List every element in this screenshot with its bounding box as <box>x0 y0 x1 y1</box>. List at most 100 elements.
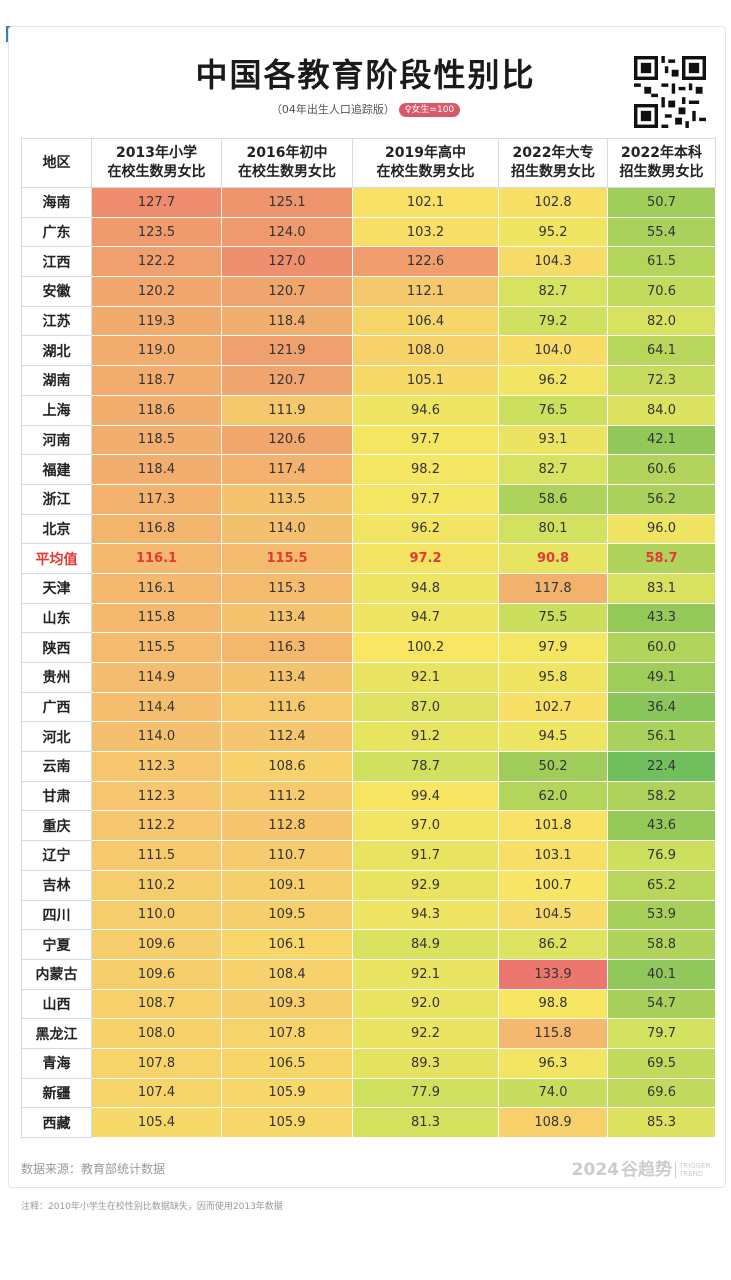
cell-junior-2016: 112.8 <box>221 810 353 842</box>
cell-college-2022: 62.0 <box>498 780 608 812</box>
region-cell: 重庆 <box>21 810 92 842</box>
table-row: 河南 118.5 120.6 97.7 93.1 42.1 <box>21 424 716 456</box>
cell-senior-2019: 92.2 <box>352 1018 499 1049</box>
header-college-2022: 2022年大专 招生数男女比 <box>498 138 608 188</box>
cell-undergrad-2022: 60.6 <box>607 454 716 485</box>
region-cell: 青海 <box>21 1047 92 1079</box>
region-cell: 平均值 <box>21 543 92 574</box>
cell-senior-2019: 92.9 <box>352 869 499 901</box>
cell-college-2022: 58.6 <box>498 483 608 515</box>
cell-college-2022: 117.8 <box>498 572 608 604</box>
cell-junior-2016: 113.4 <box>221 662 353 693</box>
table-row: 江苏 119.3 118.4 106.4 79.2 82.0 <box>21 305 716 337</box>
region-cell: 江苏 <box>21 305 92 337</box>
table-row: 西藏 105.4 105.9 81.3 108.9 85.3 <box>21 1107 716 1138</box>
cell-undergrad-2022: 83.1 <box>607 572 716 604</box>
cell-senior-2019: 97.7 <box>352 424 499 456</box>
cell-junior-2016: 117.4 <box>221 454 353 485</box>
cell-primary-2013: 118.7 <box>91 365 222 396</box>
cell-undergrad-2022: 22.4 <box>607 751 716 782</box>
region-cell: 辽宁 <box>21 840 92 871</box>
region-cell: 甘肃 <box>21 780 92 812</box>
cell-undergrad-2022: 61.5 <box>607 246 716 278</box>
cell-senior-2019: 105.1 <box>352 365 499 396</box>
cell-junior-2016: 115.3 <box>221 572 353 604</box>
cell-primary-2013: 105.4 <box>91 1107 222 1138</box>
cell-primary-2013: 118.4 <box>91 454 222 485</box>
region-cell: 河北 <box>21 721 92 753</box>
region-cell: 湖北 <box>21 335 92 367</box>
cell-junior-2016: 120.7 <box>221 365 353 396</box>
cell-college-2022: 96.2 <box>498 365 608 396</box>
cell-undergrad-2022: 69.5 <box>607 1047 716 1079</box>
header-junior-2016: 2016年初中 在校生数男女比 <box>221 138 353 188</box>
cell-undergrad-2022: 36.4 <box>607 691 716 723</box>
region-cell: 广西 <box>21 691 92 723</box>
table-row: 天津 116.1 115.3 94.8 117.8 83.1 <box>21 572 716 604</box>
cell-undergrad-2022: 64.1 <box>607 335 716 367</box>
region-cell: 内蒙古 <box>21 958 92 990</box>
cell-junior-2016: 108.6 <box>221 751 353 782</box>
cell-college-2022: 74.0 <box>498 1077 608 1109</box>
cell-junior-2016: 106.1 <box>221 929 353 960</box>
cell-undergrad-2022: 79.7 <box>607 1018 716 1049</box>
cell-primary-2013: 122.2 <box>91 246 222 278</box>
table-row: 吉林 110.2 109.1 92.9 100.7 65.2 <box>21 869 716 901</box>
header-undergrad-2022: 2022年本科 招生数男女比 <box>607 138 716 188</box>
cell-junior-2016: 109.5 <box>221 899 353 931</box>
region-cell: 广东 <box>21 216 92 248</box>
page-subtitle: （04年出生人口追踪版） ♀女生=100 <box>0 101 731 117</box>
table-row: 湖南 118.7 120.7 105.1 96.2 72.3 <box>21 365 716 396</box>
cell-junior-2016: 111.2 <box>221 780 353 812</box>
cell-senior-2019: 102.1 <box>352 187 499 218</box>
cell-junior-2016: 121.9 <box>221 335 353 367</box>
cell-primary-2013: 110.0 <box>91 899 222 931</box>
region-cell: 贵州 <box>21 662 92 693</box>
cell-senior-2019: 99.4 <box>352 780 499 812</box>
region-cell: 浙江 <box>21 483 92 515</box>
cell-undergrad-2022: 69.6 <box>607 1077 716 1109</box>
region-cell: 西藏 <box>21 1107 92 1138</box>
cell-college-2022: 50.2 <box>498 751 608 782</box>
female-baseline-badge: ♀女生=100 <box>398 103 461 117</box>
cell-senior-2019: 94.7 <box>352 602 499 634</box>
cell-primary-2013: 108.0 <box>91 1018 222 1049</box>
cell-senior-2019: 97.0 <box>352 810 499 842</box>
cell-senior-2019: 97.2 <box>352 543 499 574</box>
region-cell: 湖南 <box>21 365 92 396</box>
cell-primary-2013: 118.6 <box>91 394 222 426</box>
cell-primary-2013: 109.6 <box>91 958 222 990</box>
table-row: 陕西 115.5 116.3 100.2 97.9 60.0 <box>21 632 716 663</box>
table-row: 重庆 112.2 112.8 97.0 101.8 43.6 <box>21 810 716 842</box>
table-row: 浙江 117.3 113.5 97.7 58.6 56.2 <box>21 483 716 515</box>
cell-primary-2013: 123.5 <box>91 216 222 248</box>
region-cell: 安徽 <box>21 276 92 307</box>
cell-senior-2019: 91.2 <box>352 721 499 753</box>
cell-undergrad-2022: 85.3 <box>607 1107 716 1138</box>
cell-undergrad-2022: 49.1 <box>607 662 716 693</box>
cell-college-2022: 79.2 <box>498 305 608 337</box>
cell-primary-2013: 110.2 <box>91 869 222 901</box>
cell-primary-2013: 108.7 <box>91 988 222 1020</box>
cell-college-2022: 108.9 <box>498 1107 608 1138</box>
region-cell: 天津 <box>21 572 92 604</box>
brand-name: 谷趋势 <box>621 1160 672 1180</box>
cell-college-2022: 104.0 <box>498 335 608 367</box>
cell-undergrad-2022: 58.2 <box>607 780 716 812</box>
cell-senior-2019: 94.3 <box>352 899 499 931</box>
cell-undergrad-2022: 58.8 <box>607 929 716 960</box>
cell-senior-2019: 103.2 <box>352 216 499 248</box>
cell-primary-2013: 117.3 <box>91 483 222 515</box>
cell-senior-2019: 77.9 <box>352 1077 499 1109</box>
region-cell: 山东 <box>21 602 92 634</box>
region-cell: 四川 <box>21 899 92 931</box>
qr-code-icon <box>634 56 706 128</box>
cell-college-2022: 96.3 <box>498 1047 608 1079</box>
cell-junior-2016: 124.0 <box>221 216 353 248</box>
cell-senior-2019: 122.6 <box>352 246 499 278</box>
cell-junior-2016: 105.9 <box>221 1077 353 1109</box>
cell-undergrad-2022: 55.4 <box>607 216 716 248</box>
cell-undergrad-2022: 82.0 <box>607 305 716 337</box>
cell-undergrad-2022: 50.7 <box>607 187 716 218</box>
table-row: 贵州 114.9 113.4 92.1 95.8 49.1 <box>21 662 716 693</box>
